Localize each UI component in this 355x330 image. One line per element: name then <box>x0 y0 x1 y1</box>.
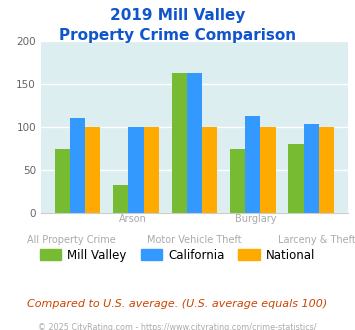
Bar <box>288 144 304 213</box>
Bar <box>230 148 245 213</box>
Text: 2019 Mill Valley: 2019 Mill Valley <box>110 8 245 23</box>
Bar <box>143 127 159 213</box>
Legend: Mill Valley, California, National: Mill Valley, California, National <box>35 244 320 266</box>
Text: Motor Vehicle Theft: Motor Vehicle Theft <box>147 235 242 245</box>
Bar <box>304 124 319 213</box>
Bar <box>319 127 334 213</box>
Bar <box>85 127 100 213</box>
Bar <box>55 148 70 213</box>
Text: Arson: Arson <box>119 214 147 224</box>
Text: Burglary: Burglary <box>235 214 277 224</box>
Bar <box>113 184 129 213</box>
Text: All Property Crime: All Property Crime <box>27 235 116 245</box>
Text: Larceny & Theft: Larceny & Theft <box>278 235 355 245</box>
Bar <box>171 73 187 213</box>
Bar <box>70 118 85 213</box>
Bar <box>187 73 202 213</box>
Bar <box>202 127 217 213</box>
Text: Compared to U.S. average. (U.S. average equals 100): Compared to U.S. average. (U.S. average … <box>27 299 328 309</box>
Bar <box>260 127 275 213</box>
Bar <box>245 116 260 213</box>
Text: © 2025 CityRating.com - https://www.cityrating.com/crime-statistics/: © 2025 CityRating.com - https://www.city… <box>38 323 317 330</box>
Bar <box>129 127 143 213</box>
Text: Property Crime Comparison: Property Crime Comparison <box>59 28 296 43</box>
